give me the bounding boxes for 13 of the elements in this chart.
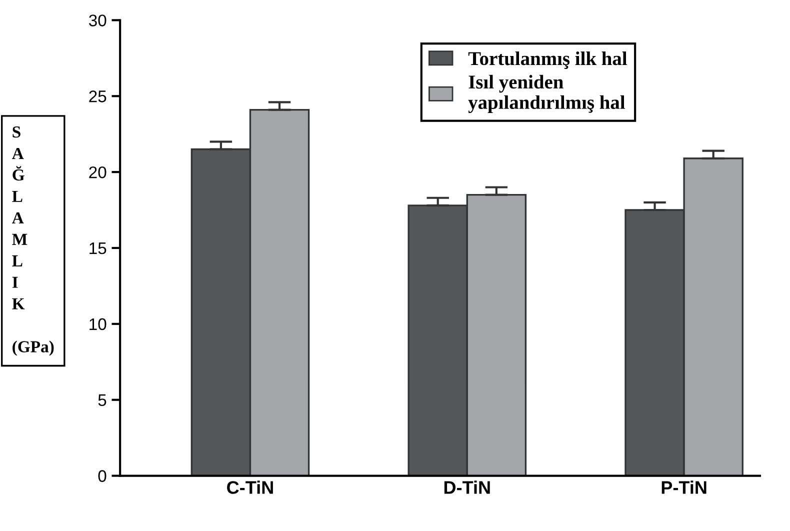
y-tick-label: 15: [90, 242, 106, 254]
y-tick-label: 25: [89, 90, 106, 102]
x-tick-label: D-TiN: [444, 480, 490, 494]
y-tick-label: 10: [90, 318, 106, 330]
text: SAĞLAMLIK (GPa): [12, 126, 54, 356]
x-tick-label: C-TiN: [227, 480, 273, 494]
legend-label: Tortulanmış ilk hal: [468, 51, 627, 69]
y-tick-label: 5: [98, 394, 106, 406]
y-tick-label: 20: [89, 166, 106, 178]
y-tick-label: 0: [98, 470, 106, 482]
y-tick-label: 30: [88, 14, 106, 26]
x-tick-label: P-TiN: [662, 480, 706, 494]
legend-label: Isıl yeniden yapılandırılmış hal: [468, 74, 625, 114]
